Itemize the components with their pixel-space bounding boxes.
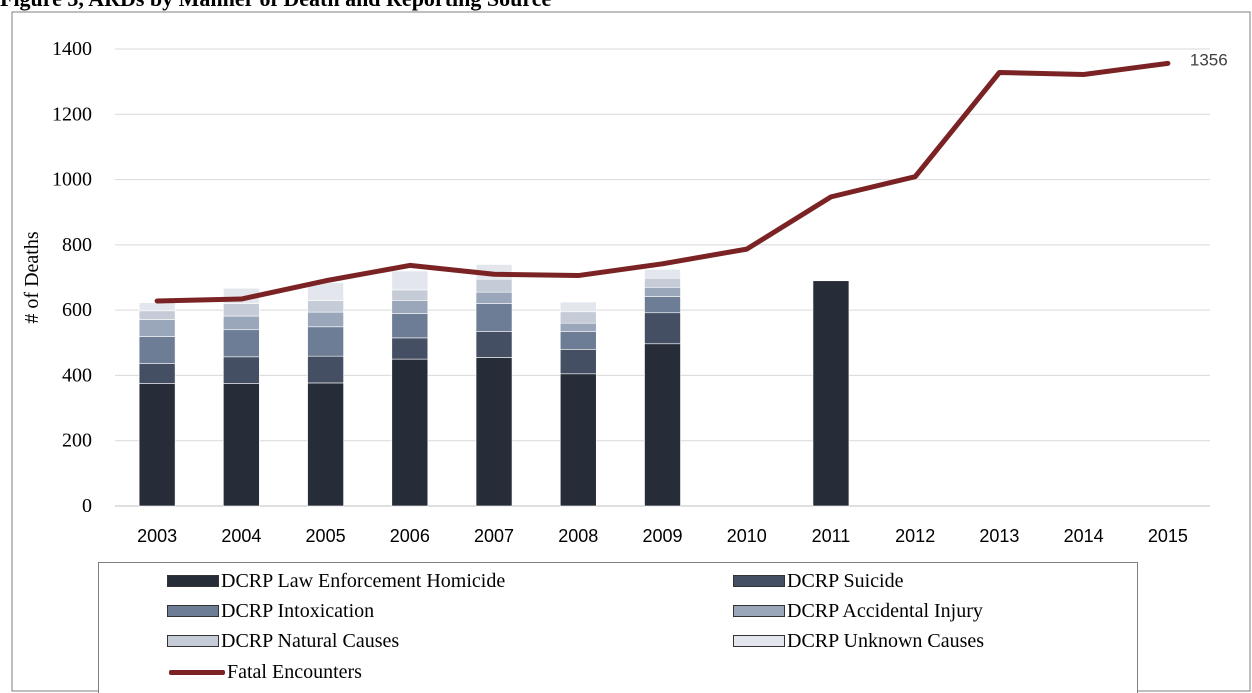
- bar-2004-intoxication: [223, 329, 260, 358]
- bar-2006-unknown: [391, 270, 429, 291]
- bar-2006-suicide: [391, 337, 429, 360]
- bar-2003-homicide: [138, 383, 176, 507]
- x-tick-label-2006: 2006: [390, 526, 430, 546]
- legend-swatch-homicide: [167, 575, 219, 587]
- bar-2006-intoxication: [391, 313, 429, 339]
- bar-2004-accidental: [223, 315, 260, 331]
- bar-2004-suicide: [223, 356, 260, 384]
- bar-2003-natural: [138, 310, 176, 320]
- bar-2005-natural: [307, 300, 344, 313]
- bar-2003-accidental: [138, 319, 176, 337]
- y-tick-label-600: 600: [62, 299, 92, 321]
- x-tick-label-2011: 2011: [812, 526, 851, 546]
- bar-2008-natural: [559, 311, 597, 324]
- fatal-encounters-line: [154, 60, 1171, 304]
- legend-swatch-intoxication: [167, 605, 219, 617]
- y-axis-ticks: 0 200 400 600 800 1000 1200 1400: [52, 38, 92, 517]
- bar-2005-intoxication: [307, 326, 344, 357]
- bar-2008-suicide: [559, 349, 597, 375]
- bar-2004-homicide: [223, 383, 260, 507]
- legend-swatch-accidental: [733, 605, 785, 617]
- bar-2005-accidental: [307, 311, 344, 328]
- bar-2009-intoxication: [644, 296, 681, 314]
- bar-2008-unknown: [559, 301, 597, 313]
- bar-2009-suicide: [644, 312, 681, 345]
- legend-swatch-unknown: [733, 635, 785, 647]
- data-label-1356: 1356: [1190, 50, 1228, 69]
- bar-2006-homicide: [391, 358, 429, 507]
- x-tick-label-2005: 2005: [306, 526, 346, 546]
- x-tick-label-2010: 2010: [727, 526, 767, 546]
- legend-item-intoxication: DCRP Intoxication: [167, 598, 374, 624]
- y-tick-label-0: 0: [82, 495, 92, 517]
- x-tick-label-2014: 2014: [1064, 526, 1104, 546]
- bar-2003-unknown: [138, 302, 176, 312]
- legend-label: DCRP Suicide: [787, 569, 904, 592]
- y-tick-label-1400: 1400: [52, 38, 92, 60]
- bar-2003-intoxication: [138, 336, 176, 364]
- bar-2008-accidental: [559, 322, 597, 332]
- x-tick-label-2007: 2007: [474, 526, 514, 546]
- legend-item-homicide: DCRP Law Enforcement Homicide: [167, 568, 505, 594]
- legend-item-unknown: DCRP Unknown Causes: [733, 628, 984, 654]
- bar-2003-suicide: [138, 363, 176, 384]
- x-tick-label-2015: 2015: [1148, 526, 1188, 546]
- bar-2004-natural: [223, 303, 260, 317]
- legend-swatch-suicide: [733, 575, 785, 587]
- bar-2009-unknown: [644, 269, 681, 279]
- figure-title: Figure 3, ARDs by Manner of Death and Re…: [0, 0, 551, 12]
- bar-2009-natural: [644, 277, 681, 288]
- legend-label: Fatal Encounters: [227, 660, 362, 683]
- fatal-encounters-polyline: [154, 60, 1171, 304]
- bar-2007-homicide: [475, 357, 513, 507]
- legend-swatch-fatal-encounters: [169, 669, 225, 675]
- bar-2007-suicide: [475, 331, 513, 358]
- y-tick-label-400: 400: [62, 364, 92, 386]
- legend-label: DCRP Unknown Causes: [787, 629, 985, 652]
- x-tick-label-2003: 2003: [137, 526, 177, 546]
- x-axis-ticks: 2003 2004 2005 2006 2007 2008 2009 2010 2011 2012…: [137, 526, 1188, 546]
- legend-item-natural: DCRP Natural Causes: [167, 628, 399, 654]
- bar-2005-suicide: [307, 355, 344, 384]
- bar-2011-homicide: [812, 280, 850, 507]
- legend-label: DCRP Law Enforcement Homicide: [221, 569, 506, 592]
- y-tick-label-200: 200: [62, 430, 92, 452]
- bar-2006-natural: [391, 289, 429, 301]
- legend-label: DCRP Intoxication: [221, 599, 375, 622]
- legend: DCRP Law Enforcement Homicide DCRP Suici…: [98, 562, 1138, 693]
- legend-item-fatal-encounters: Fatal Encounters: [169, 659, 362, 685]
- bar-2009-homicide: [644, 343, 681, 507]
- y-tick-label-1200: 1200: [52, 103, 92, 125]
- bar-2007-intoxication: [475, 303, 513, 332]
- bar-2009-accidental: [644, 286, 681, 297]
- bar-2007-natural: [475, 278, 513, 293]
- legend-label: DCRP Accidental Injury: [787, 599, 983, 622]
- x-tick-label-2008: 2008: [558, 526, 598, 546]
- legend-label: DCRP Natural Causes: [221, 629, 400, 652]
- y-axis-label: # of Deaths: [21, 231, 43, 323]
- bar-2005-homicide: [307, 382, 344, 507]
- legend-swatch-natural: [167, 635, 219, 647]
- bar-2007-accidental: [475, 291, 513, 304]
- legend-item-suicide: DCRP Suicide: [733, 568, 904, 594]
- bars: [138, 264, 850, 507]
- x-tick-label-2004: 2004: [221, 526, 261, 546]
- y-tick-label-800: 800: [62, 234, 92, 256]
- bar-2006-accidental: [391, 300, 429, 314]
- bar-2008-homicide: [559, 373, 597, 507]
- x-tick-label-2013: 2013: [979, 526, 1019, 546]
- x-tick-label-2009: 2009: [642, 526, 682, 546]
- x-tick-label-2012: 2012: [895, 526, 935, 546]
- y-tick-label-1000: 1000: [52, 169, 92, 191]
- bar-2008-intoxication: [559, 331, 597, 350]
- legend-item-accidental: DCRP Accidental Injury: [733, 598, 983, 624]
